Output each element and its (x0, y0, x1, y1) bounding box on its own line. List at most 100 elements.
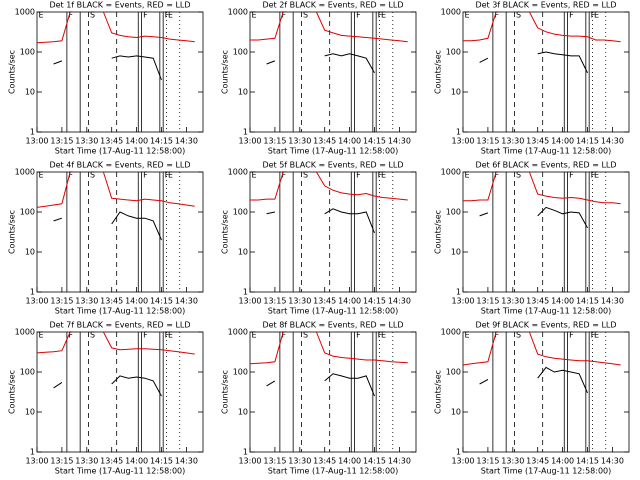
x-tick-label: 14:00 (338, 457, 361, 466)
y-tick-label: 1 (30, 128, 35, 137)
x-tick-label: 14:30 (601, 297, 624, 306)
x-tick-label: 13:00 (238, 297, 261, 306)
chart-title: Det 8f BLACK = Events, RED = LLD (262, 321, 403, 330)
marker-label: F (68, 11, 73, 20)
y-tick-label: 100 (233, 368, 248, 377)
marker-label: F (143, 11, 148, 20)
marker-label: S (516, 11, 521, 20)
y-tick-label: 1 (456, 128, 461, 137)
x-tick-label: 13:00 (451, 297, 474, 306)
marker-label: E (252, 331, 257, 340)
y-tick-label: 10 (238, 88, 248, 97)
y-axis-label: Counts/sec (8, 210, 17, 254)
x-tick-label: 13:15 (263, 297, 286, 306)
x-axis-label: Start Time (17-Aug-11 12:58:00) (55, 147, 186, 156)
marker-label: F (591, 171, 596, 180)
y-tick-label: 10 (451, 88, 461, 97)
series-line (463, 11, 621, 43)
marker-label: F (68, 331, 73, 340)
series-line (36, 331, 195, 355)
x-tick-label: 14:15 (363, 137, 386, 146)
marker-label: F (356, 331, 361, 340)
y-tick-label: 1000 (441, 8, 461, 17)
marker-label: E (465, 331, 470, 340)
x-tick-label: 13:30 (75, 297, 98, 306)
x-tick-label: 13:15 (263, 137, 286, 146)
x-tick-label: 13:00 (238, 137, 261, 146)
x-tick-label: 14:30 (175, 137, 198, 146)
x-tick-label: 13:15 (50, 297, 73, 306)
marker-label: E (168, 331, 173, 340)
chart-title: Det 3f BLACK = Events, RED = LLD (475, 1, 616, 10)
marker-label: E (168, 171, 173, 180)
y-tick-label: 1 (243, 288, 248, 297)
marker-label: F (569, 11, 574, 20)
y-tick-label: 10 (238, 248, 248, 257)
x-tick-label: 13:45 (313, 457, 336, 466)
panel: Det 8f BLACK = Events, RED = LLD Start Ti… (221, 321, 417, 476)
marker-label: S (303, 171, 308, 180)
marker-label: F (165, 171, 170, 180)
x-tick-label: 14:15 (150, 297, 173, 306)
y-tick-label: 100 (233, 48, 248, 57)
chart-title: Det 9f BLACK = Events, RED = LLD (475, 321, 616, 330)
plot-frame (462, 11, 630, 133)
x-tick-label: 14:00 (551, 457, 574, 466)
marker-label: F (165, 11, 170, 20)
x-tick-label: 14:00 (125, 457, 148, 466)
marker-label: S (90, 171, 95, 180)
panel: Det 4f BLACK = Events, RED = LLD Start Ti… (8, 161, 204, 316)
x-tick-label: 13:45 (526, 457, 549, 466)
series-line (266, 373, 375, 397)
marker-label: E (381, 171, 386, 180)
marker-label: F (356, 11, 361, 20)
y-tick-label: 1000 (15, 8, 35, 17)
x-tick-label: 14:15 (363, 297, 386, 306)
x-tick-label: 13:00 (238, 457, 261, 466)
x-tick-label: 13:30 (288, 297, 311, 306)
marker-label: E (252, 11, 257, 20)
x-tick-label: 13:00 (451, 457, 474, 466)
y-axis-label: Counts/sec (434, 210, 443, 254)
chart-title: Det 1f BLACK = Events, RED = LLD (49, 1, 190, 10)
x-tick-label: 13:30 (501, 457, 524, 466)
plot-frame (249, 331, 417, 453)
y-axis-label: Counts/sec (8, 50, 17, 94)
marker-label: F (281, 331, 286, 340)
x-tick-label: 13:45 (526, 297, 549, 306)
marker-label: F (494, 171, 499, 180)
x-tick-label: 14:15 (150, 137, 173, 146)
x-axis-label: Start Time (17-Aug-11 12:58:00) (268, 467, 399, 476)
y-tick-label: 100 (446, 368, 461, 377)
x-tick-label: 13:45 (313, 297, 336, 306)
panel: Det 6f BLACK = Events, RED = LLD Start Ti… (434, 161, 630, 316)
marker-label: F (591, 331, 596, 340)
marker-label: E (465, 171, 470, 180)
marker-label: F (281, 171, 286, 180)
y-tick-label: 100 (233, 208, 248, 217)
series-line (479, 206, 588, 229)
x-tick-label: 13:15 (476, 457, 499, 466)
plot-frame (36, 171, 204, 293)
marker-label: S (90, 331, 95, 340)
x-tick-label: 13:15 (50, 137, 73, 146)
marker-label: S (303, 331, 308, 340)
marker-label: E (39, 171, 44, 180)
x-tick-label: 14:15 (576, 137, 599, 146)
y-axis-label: Counts/sec (434, 370, 443, 414)
y-tick-label: 10 (25, 248, 35, 257)
x-tick-label: 14:00 (338, 137, 361, 146)
marker-label: E (168, 11, 173, 20)
plot-frame (249, 11, 417, 133)
x-tick-label: 14:00 (125, 297, 148, 306)
x-axis-label: Start Time (17-Aug-11 12:58:00) (268, 307, 399, 316)
marker-label: F (378, 11, 383, 20)
x-tick-label: 13:15 (263, 457, 286, 466)
y-axis-label: Counts/sec (8, 370, 17, 414)
y-tick-label: 10 (25, 408, 35, 417)
panel: Det 1f BLACK = Events, RED = LLD Start Ti… (8, 1, 204, 156)
x-tick-label: 14:30 (388, 457, 411, 466)
x-tick-label: 14:00 (551, 137, 574, 146)
y-tick-label: 1 (243, 448, 248, 457)
marker-label: F (143, 331, 148, 340)
